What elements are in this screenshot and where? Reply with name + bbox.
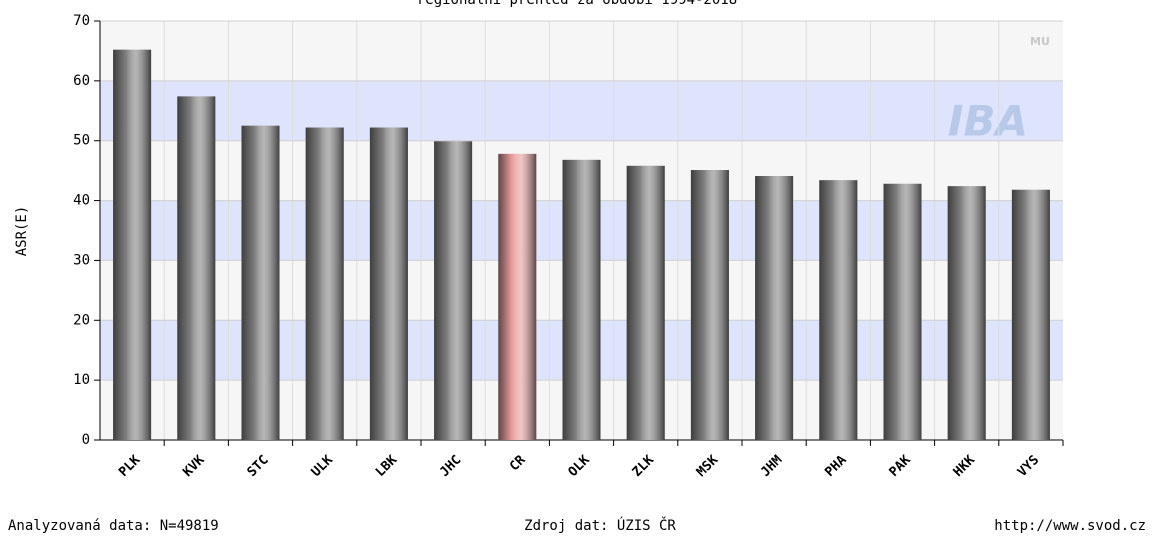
bar-group [177, 96, 216, 441]
bar-group [1011, 189, 1050, 440]
plot-band [100, 21, 1063, 81]
watermark: IBA [948, 97, 1028, 146]
x-tick-label: LBK [373, 453, 400, 480]
bar-group [819, 180, 858, 440]
bar-group [434, 141, 473, 440]
bar-group [369, 127, 408, 440]
x-tick-label: JHM [758, 453, 785, 480]
bar-group [305, 127, 344, 440]
x-tick-label: HKK [951, 453, 978, 480]
x-tick-label: ULK [309, 453, 336, 480]
x-tick-label: PHA [822, 453, 849, 480]
bar-shade [947, 186, 986, 440]
bar-shade [498, 153, 537, 440]
bar-group [241, 125, 280, 440]
x-tick-label: STC [245, 453, 272, 480]
bar-group [690, 170, 729, 440]
bar-group [113, 49, 152, 440]
bar-shade [369, 127, 408, 440]
bar-shade [241, 125, 280, 440]
bar-shade [690, 170, 729, 440]
bar-group [562, 159, 601, 440]
bar-shade [883, 183, 922, 440]
x-tick-label: KVK [180, 453, 207, 480]
footer-right: http://www.svod.cz [994, 518, 1146, 534]
x-tick-label: ZLK [630, 453, 657, 480]
x-tick-label: JHC [437, 453, 464, 480]
chart-title: regionální přehled za období 1994-2018 [417, 0, 737, 8]
footer-left: Analyzovaná data: N=49819 [8, 518, 219, 534]
y-tick-label: 70 [73, 13, 90, 29]
watermark: MU [1030, 35, 1050, 48]
bar-shade [113, 49, 152, 440]
y-tick-label: 10 [73, 372, 90, 388]
bar-shade [562, 159, 601, 440]
x-tick-label: CR [507, 453, 529, 475]
y-tick-label: 20 [73, 312, 90, 328]
x-tick-label: OLK [566, 453, 593, 480]
footer-center: Zdroj dat: ÚZIS ČR [524, 516, 676, 534]
bar-group [883, 183, 922, 440]
bar-group [498, 153, 537, 440]
bar-shade [434, 141, 473, 440]
bar-group [947, 186, 986, 440]
bar-shade [819, 180, 858, 440]
y-tick-label: 40 [73, 193, 90, 209]
x-tick-label: PLK [116, 453, 143, 480]
bar-shade [755, 176, 794, 440]
bar-shade [177, 96, 216, 441]
y-tick-label: 60 [73, 73, 90, 89]
y-axis-label: ASR(E) [14, 206, 30, 257]
bar-group [626, 165, 665, 440]
bar-group [755, 176, 794, 440]
bar-shade [1011, 189, 1050, 440]
bar-shade [626, 165, 665, 440]
y-tick-label: 30 [73, 252, 90, 268]
x-tick-label: VYS [1015, 453, 1042, 480]
y-tick-label: 0 [82, 432, 90, 448]
bar-shade [305, 127, 344, 440]
x-tick-label: MSK [694, 453, 721, 480]
y-tick-label: 50 [73, 133, 90, 149]
x-tick-label: PAK [887, 453, 914, 480]
